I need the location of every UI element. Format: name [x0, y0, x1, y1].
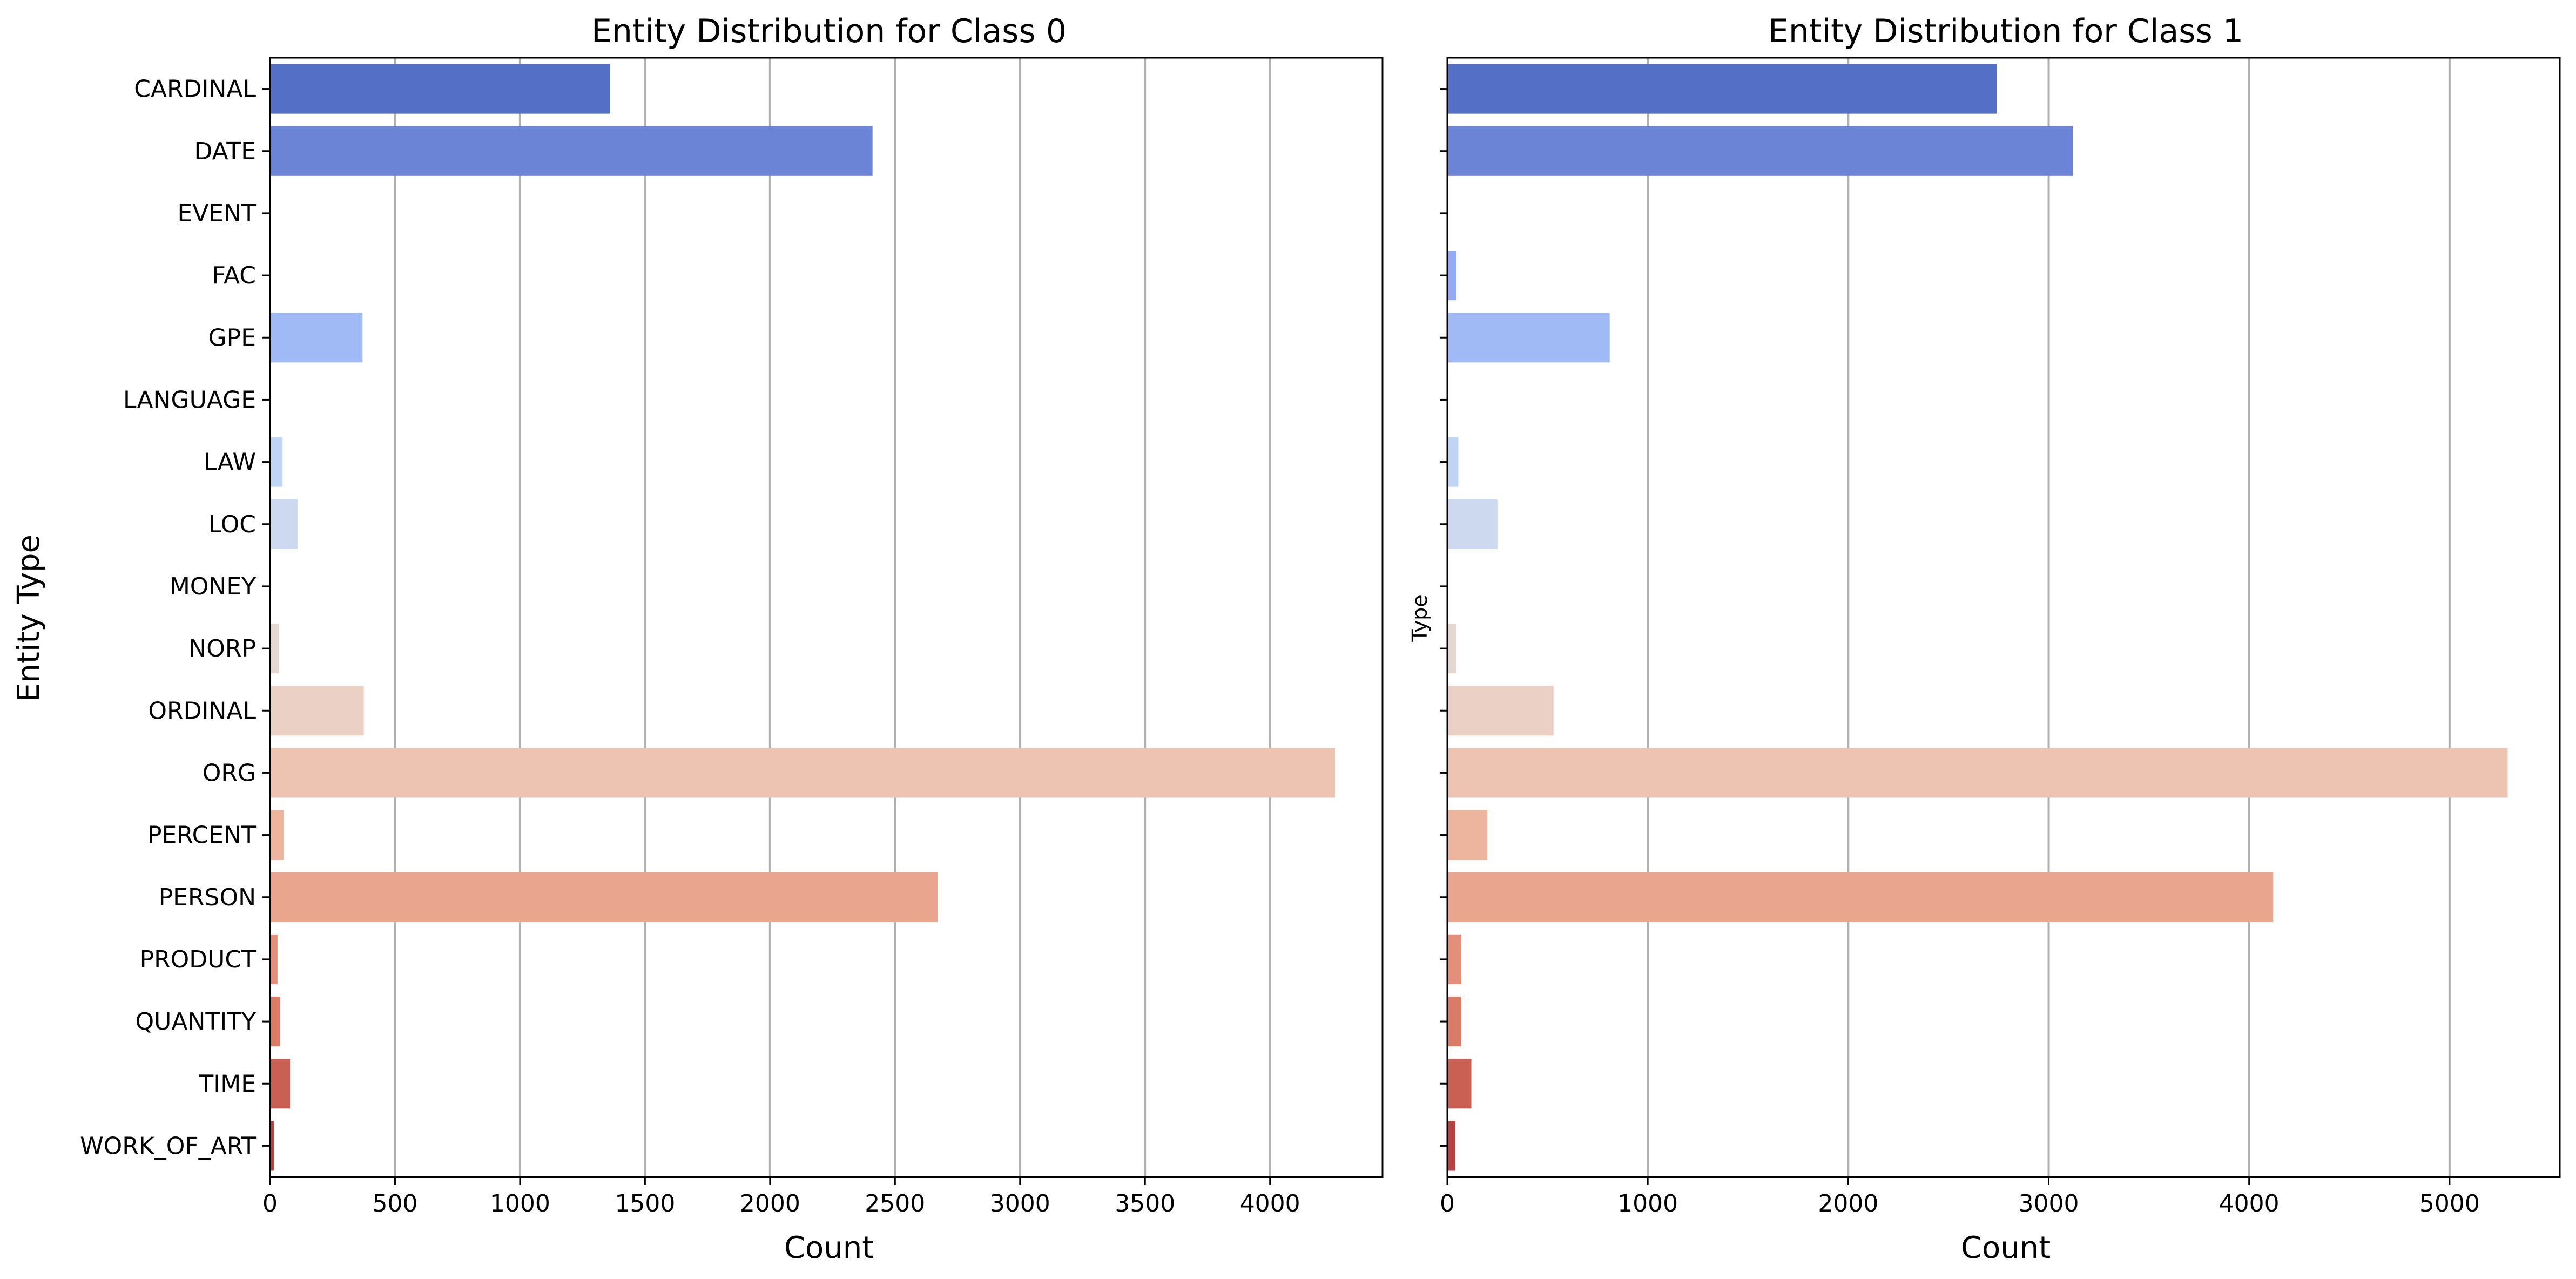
chart-panel-class-1: Entity Distribution for Class 1 0 1000 200… — [1408, 12, 2561, 1266]
bar-norp — [270, 624, 279, 674]
x-tick-label: 1500 — [615, 1190, 675, 1217]
x-tick-label: 1000 — [490, 1190, 550, 1217]
bar-loc — [270, 499, 298, 549]
bar-ordinal — [1447, 686, 1554, 736]
x-tick-label: 0 — [262, 1190, 278, 1217]
y-tick-label: NORP — [188, 635, 256, 662]
bar-person — [1447, 872, 2274, 922]
chart-title: Entity Distribution for Class 0 — [591, 12, 1067, 50]
bar-product — [1447, 934, 1461, 984]
y-tick-label: GPE — [208, 324, 256, 351]
bars — [270, 64, 1336, 1171]
chart-title: Entity Distribution for Class 1 — [1768, 12, 2243, 50]
y-tick-label: TIME — [198, 1070, 256, 1098]
x-tick-label: 4000 — [1240, 1190, 1300, 1217]
bar-ordinal — [270, 686, 364, 736]
bar-fac — [1447, 251, 1456, 301]
y-tick-label: ORDINAL — [148, 697, 256, 725]
bar-norp — [1447, 624, 1456, 674]
bar-loc — [1447, 499, 1498, 549]
x-tick-label: 2000 — [740, 1190, 800, 1217]
bar-org — [270, 748, 1336, 798]
y-tick-label: MONEY — [170, 573, 256, 600]
bar-law — [1447, 437, 1459, 487]
x-axis-label: Count — [1961, 1230, 2051, 1266]
x-tick-label: 3000 — [990, 1190, 1050, 1217]
bar-law — [270, 437, 283, 487]
bar-cardinal — [270, 64, 610, 114]
x-axis-ticks: 0 500 1000 1500 2000 2500 3000 3500 4000 — [262, 1177, 1300, 1217]
bar-percent — [270, 810, 284, 860]
bar-org — [1447, 748, 2508, 798]
y-tick-label: PERCENT — [147, 822, 256, 849]
bar-date — [270, 126, 873, 176]
y-axis-ticks — [1440, 88, 1447, 1147]
bar-product — [270, 934, 278, 984]
bar-gpe — [1447, 313, 1610, 363]
x-tick-label: 2000 — [1818, 1190, 1878, 1217]
y-tick-label: QUANTITY — [136, 1008, 257, 1036]
bar-person — [270, 872, 938, 922]
plot-frame — [1446, 57, 2561, 1178]
x-tick-label: 4000 — [2219, 1190, 2280, 1217]
bar-gpe — [270, 313, 363, 363]
x-tick-label: 2500 — [865, 1190, 925, 1217]
plot-frame — [269, 57, 1384, 1178]
bar-work-of-art — [270, 1121, 274, 1171]
y-tick-label: FAC — [212, 262, 256, 289]
bar-quantity — [270, 997, 280, 1047]
x-tick-label: 3500 — [1115, 1190, 1175, 1217]
x-tick-label: 500 — [372, 1190, 417, 1217]
y-tick-label: EVENT — [178, 200, 257, 227]
y-tick-label: DATE — [194, 138, 256, 165]
y-axis-ticks: CARDINAL DATE EVENT FAC GPE LANGUAGE LAW LOC MON… — [80, 76, 270, 1160]
bar-percent — [1447, 810, 1488, 860]
y-tick-label: PERSON — [159, 884, 256, 911]
x-tick-label: 5000 — [2419, 1190, 2480, 1217]
bars — [1447, 64, 2508, 1171]
y-tick-label: CARDINAL — [134, 76, 256, 103]
x-tick-label: 0 — [1440, 1190, 1455, 1217]
bar-date — [1447, 126, 2073, 176]
bar-quantity — [1447, 997, 1461, 1047]
gridlines — [1647, 58, 2451, 1177]
gridlines — [394, 58, 1271, 1177]
bar-time — [270, 1059, 291, 1109]
y-axis-label: Entity Type — [11, 534, 46, 702]
bar-time — [1447, 1059, 1472, 1109]
x-axis-label: Count — [784, 1230, 874, 1266]
chart-panel-class-0: Entity Distribution for Class 0 CARDINAL… — [11, 12, 1384, 1266]
y-axis-label: Type — [1408, 594, 1432, 642]
y-tick-label: LANGUAGE — [123, 386, 256, 414]
x-axis-ticks: 0 1000 2000 3000 4000 5000 — [1440, 1177, 2480, 1217]
bar-cardinal — [1447, 64, 1997, 114]
y-tick-label: LAW — [204, 449, 256, 476]
y-tick-label: ORG — [203, 759, 256, 787]
y-tick-label: WORK_OF_ART — [80, 1132, 256, 1160]
y-tick-label: PRODUCT — [140, 946, 257, 973]
x-tick-label: 1000 — [1617, 1190, 1678, 1217]
bar-work-of-art — [1447, 1121, 1455, 1171]
x-tick-label: 3000 — [2019, 1190, 2079, 1217]
y-tick-label: LOC — [208, 511, 256, 538]
